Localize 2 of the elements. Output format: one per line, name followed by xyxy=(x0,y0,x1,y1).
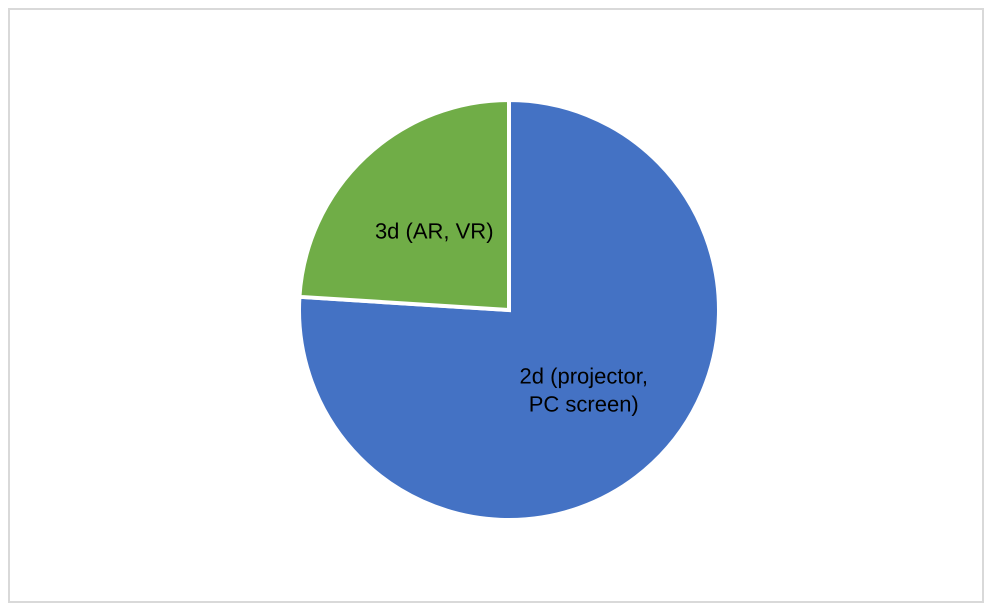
slice-label: 2d (projector, PC screen) xyxy=(520,363,648,416)
slice-label: 3d (AR, VR) xyxy=(374,218,494,243)
